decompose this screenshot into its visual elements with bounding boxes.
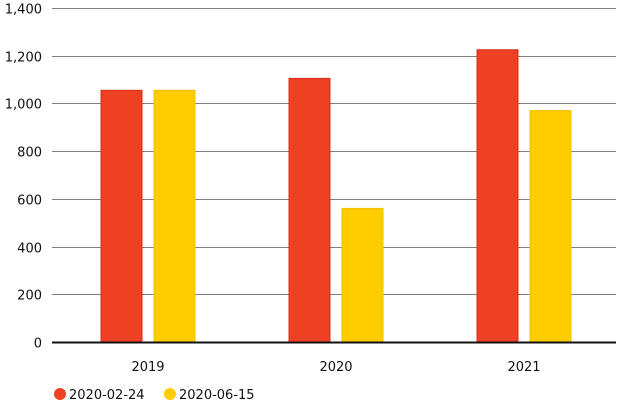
bar-2020-02-24-2021: [476, 49, 519, 343]
y-tick-label-2: 400: [17, 242, 42, 257]
bar-2020-02-24-2020: [288, 77, 331, 343]
x-tick-label-2019: 2019: [131, 360, 164, 375]
axes: 0 200 400 600 800 1,000 1,200 1,400 2019 2020 2021: [5, 3, 616, 375]
y-tick-label-7: 1,400: [5, 3, 42, 18]
x-tick-label-2021: 2021: [507, 360, 540, 375]
y-tick-label-0: 0: [34, 337, 42, 352]
legend-label-1: 2020-06-15: [179, 388, 255, 402]
y-tick-label-5: 1,000: [5, 98, 42, 113]
y-tick-label-3: 600: [17, 194, 42, 209]
legend-marker-1: [164, 388, 176, 400]
gridlines: [52, 8, 616, 295]
bar-2020-02-24-2019: [100, 89, 143, 343]
bar-2020-06-15-2021: [529, 110, 572, 343]
legend-marker-0: [54, 388, 66, 400]
bar-2020-06-15-2020: [341, 207, 384, 343]
legend-label-0: 2020-02-24: [69, 388, 145, 402]
y-tick-label-6: 1,200: [5, 51, 42, 66]
bars: [100, 49, 572, 343]
y-tick-label-1: 200: [17, 289, 42, 304]
bar-2020-06-15-2019: [153, 89, 196, 343]
x-tick-label-2020: 2020: [319, 360, 352, 375]
y-tick-label-4: 800: [17, 146, 42, 161]
legend: 2020-02-24 2020-06-15: [54, 388, 255, 402]
